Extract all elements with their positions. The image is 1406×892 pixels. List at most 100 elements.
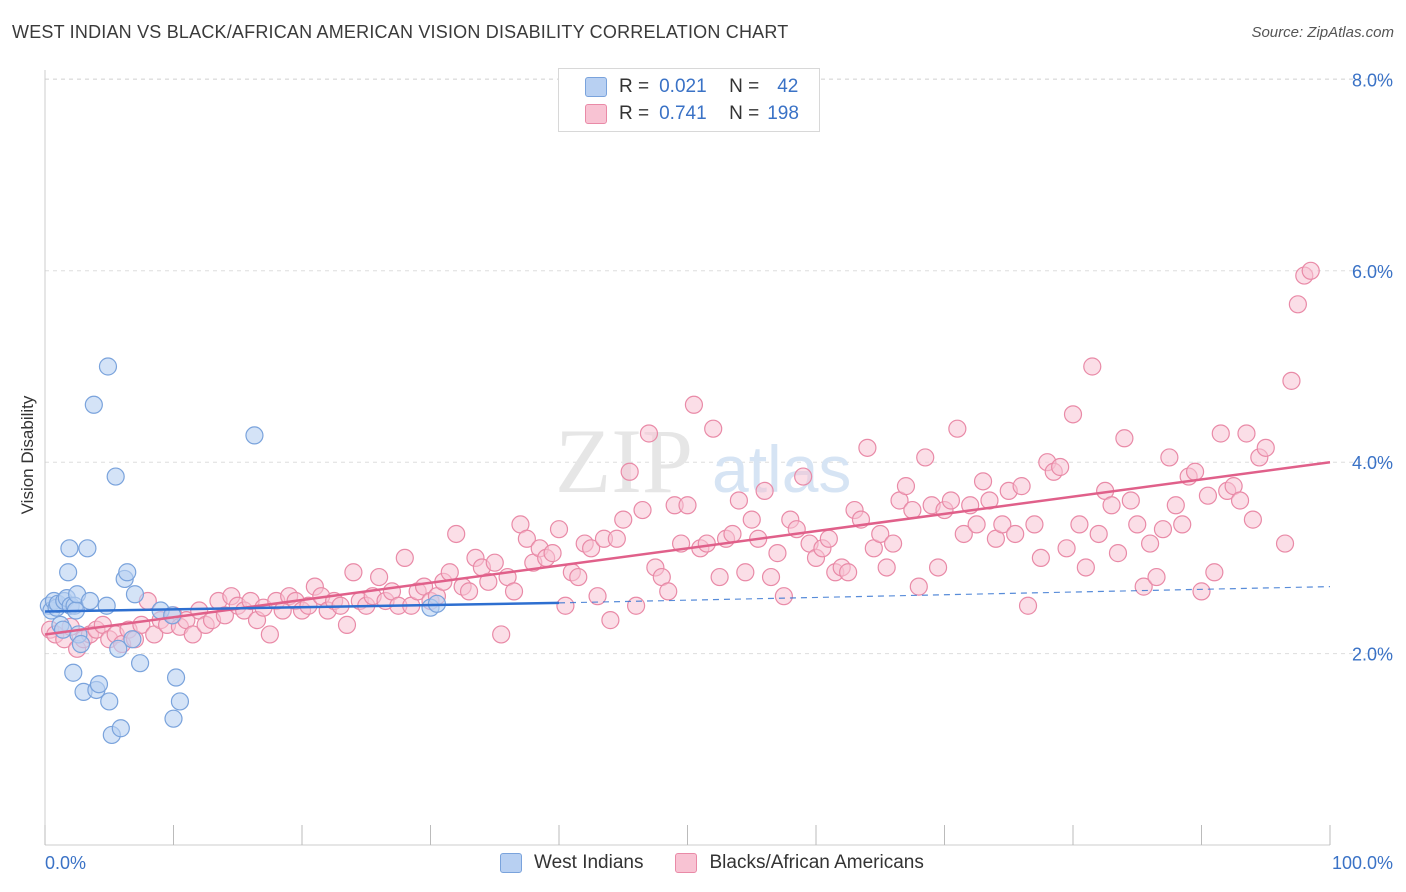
- legend-item-black-african-american: Blacks/African Americans: [675, 852, 924, 874]
- data-point-black-african-american: [543, 544, 562, 563]
- data-point-black-african-american: [742, 510, 761, 529]
- data-point-black-african-american: [967, 515, 986, 534]
- r-label: R =: [619, 76, 650, 97]
- data-point-west-indians: [111, 719, 130, 738]
- trend-line-west-indians-projection: [558, 586, 1331, 604]
- data-point-black-african-american: [704, 419, 723, 438]
- y-tick-label: 6.0%: [1352, 262, 1393, 282]
- source-label: Source: ZipAtlas.com: [1251, 24, 1394, 41]
- data-point-black-african-american: [504, 582, 524, 601]
- data-point-black-african-american: [903, 500, 922, 520]
- data-point-black-african-american: [774, 587, 793, 606]
- stats-legend: R = 0.021 N = 42 R = 0.741 N = 198: [558, 68, 820, 132]
- y-axis-title: Vision Disability: [18, 395, 37, 514]
- data-point-black-african-american: [1282, 371, 1301, 390]
- west-indians-swatch: [585, 77, 607, 97]
- data-point-west-indians: [245, 426, 264, 445]
- n-value: 42: [777, 76, 799, 97]
- data-point-black-african-american: [1160, 448, 1179, 467]
- data-point-black-african-american: [556, 596, 575, 615]
- data-point-black-african-american: [569, 567, 588, 587]
- data-point-black-african-american: [877, 558, 896, 577]
- data-point-black-african-american: [761, 567, 781, 587]
- data-point-black-african-american: [1012, 477, 1031, 496]
- data-point-west-indians: [125, 585, 145, 604]
- data-point-black-african-american: [183, 625, 202, 644]
- data-point-west-indians: [164, 709, 183, 728]
- legend-item-west-indians: West Indians: [500, 852, 643, 874]
- data-point-black-african-american: [1063, 405, 1083, 424]
- legend-row-black-african-american: R = 0.741 N = 198: [585, 102, 799, 126]
- data-point-black-african-american: [1128, 515, 1147, 534]
- data-point-black-african-american: [1076, 558, 1095, 577]
- series-west-indians: [39, 357, 447, 745]
- y-tick-label: 4.0%: [1352, 453, 1393, 473]
- data-point-black-african-american: [916, 448, 935, 467]
- data-point-black-african-american: [1083, 357, 1102, 376]
- x-tick-label: 0.0%: [45, 853, 86, 873]
- black-african-american-swatch: [675, 853, 698, 873]
- r-value: 0.741: [659, 103, 707, 124]
- data-point-black-african-american: [1205, 563, 1224, 582]
- watermark: ZIP atlas: [555, 410, 851, 512]
- data-point-black-african-american: [1051, 457, 1070, 477]
- data-point-black-african-american: [1243, 510, 1263, 529]
- data-point-black-african-american: [260, 625, 279, 644]
- data-point-black-african-american: [607, 529, 626, 548]
- data-point-black-african-american: [697, 534, 716, 553]
- data-point-west-indians: [60, 539, 79, 558]
- data-point-black-african-american: [1025, 515, 1044, 534]
- n-label: N =: [729, 103, 760, 124]
- watermark-zip: ZIP: [555, 410, 693, 512]
- data-point-black-african-american: [1288, 295, 1307, 314]
- data-point-black-african-american: [729, 491, 749, 510]
- data-point-black-african-american: [626, 596, 646, 615]
- data-point-black-african-american: [370, 567, 389, 587]
- data-point-black-african-american: [1166, 496, 1185, 515]
- data-point-black-african-american: [492, 625, 511, 644]
- data-point-west-indians: [84, 395, 103, 414]
- data-point-black-african-american: [755, 481, 774, 501]
- data-point-black-african-american: [1089, 524, 1108, 544]
- y-tick-label: 2.0%: [1352, 645, 1393, 665]
- grid-lines: [45, 78, 1392, 655]
- data-point-west-indians: [98, 357, 118, 376]
- data-point-black-african-american: [1121, 491, 1140, 510]
- data-point-black-african-american: [871, 524, 890, 544]
- data-point-black-african-american: [1134, 577, 1153, 596]
- data-point-black-african-american: [1237, 424, 1256, 443]
- data-point-black-african-american: [794, 467, 813, 486]
- data-point-black-african-american: [973, 472, 993, 491]
- r-value: 0.021: [659, 76, 707, 97]
- data-point-black-african-american: [1211, 424, 1230, 443]
- data-point-black-african-american: [601, 611, 620, 630]
- data-point-black-african-american: [344, 563, 363, 582]
- data-point-black-african-american: [582, 539, 601, 558]
- data-point-black-african-american: [1115, 429, 1134, 448]
- r-label: R =: [619, 103, 650, 124]
- chart-title: WEST INDIAN VS BLACK/AFRICAN AMERICAN VI…: [12, 22, 789, 42]
- legend-row-west-indians: R = 0.021 N = 42: [585, 75, 798, 99]
- data-point-black-african-american: [1275, 534, 1295, 553]
- data-point-black-african-american: [678, 496, 697, 515]
- data-point-west-indians: [166, 668, 186, 687]
- data-point-black-african-american: [858, 438, 877, 457]
- trend-line-black-african-american: [44, 460, 1331, 636]
- data-point-black-african-american: [710, 567, 729, 587]
- data-point-black-african-american: [639, 424, 659, 443]
- data-point-black-african-american: [819, 529, 838, 548]
- data-point-west-indians: [89, 675, 109, 694]
- data-point-west-indians: [80, 591, 100, 611]
- data-point-black-african-american: [1198, 486, 1218, 505]
- trend-line-west-indians: [44, 601, 560, 613]
- data-point-black-african-american: [1153, 520, 1173, 539]
- data-point-black-african-american: [839, 563, 858, 582]
- data-point-black-african-american: [1301, 261, 1320, 280]
- data-point-west-indians: [78, 539, 97, 558]
- data-point-west-indians: [118, 563, 137, 582]
- data-point-black-african-american: [993, 515, 1012, 534]
- data-point-black-african-american: [633, 500, 652, 520]
- n-label: N =: [729, 76, 760, 97]
- data-point-west-indians: [64, 663, 83, 682]
